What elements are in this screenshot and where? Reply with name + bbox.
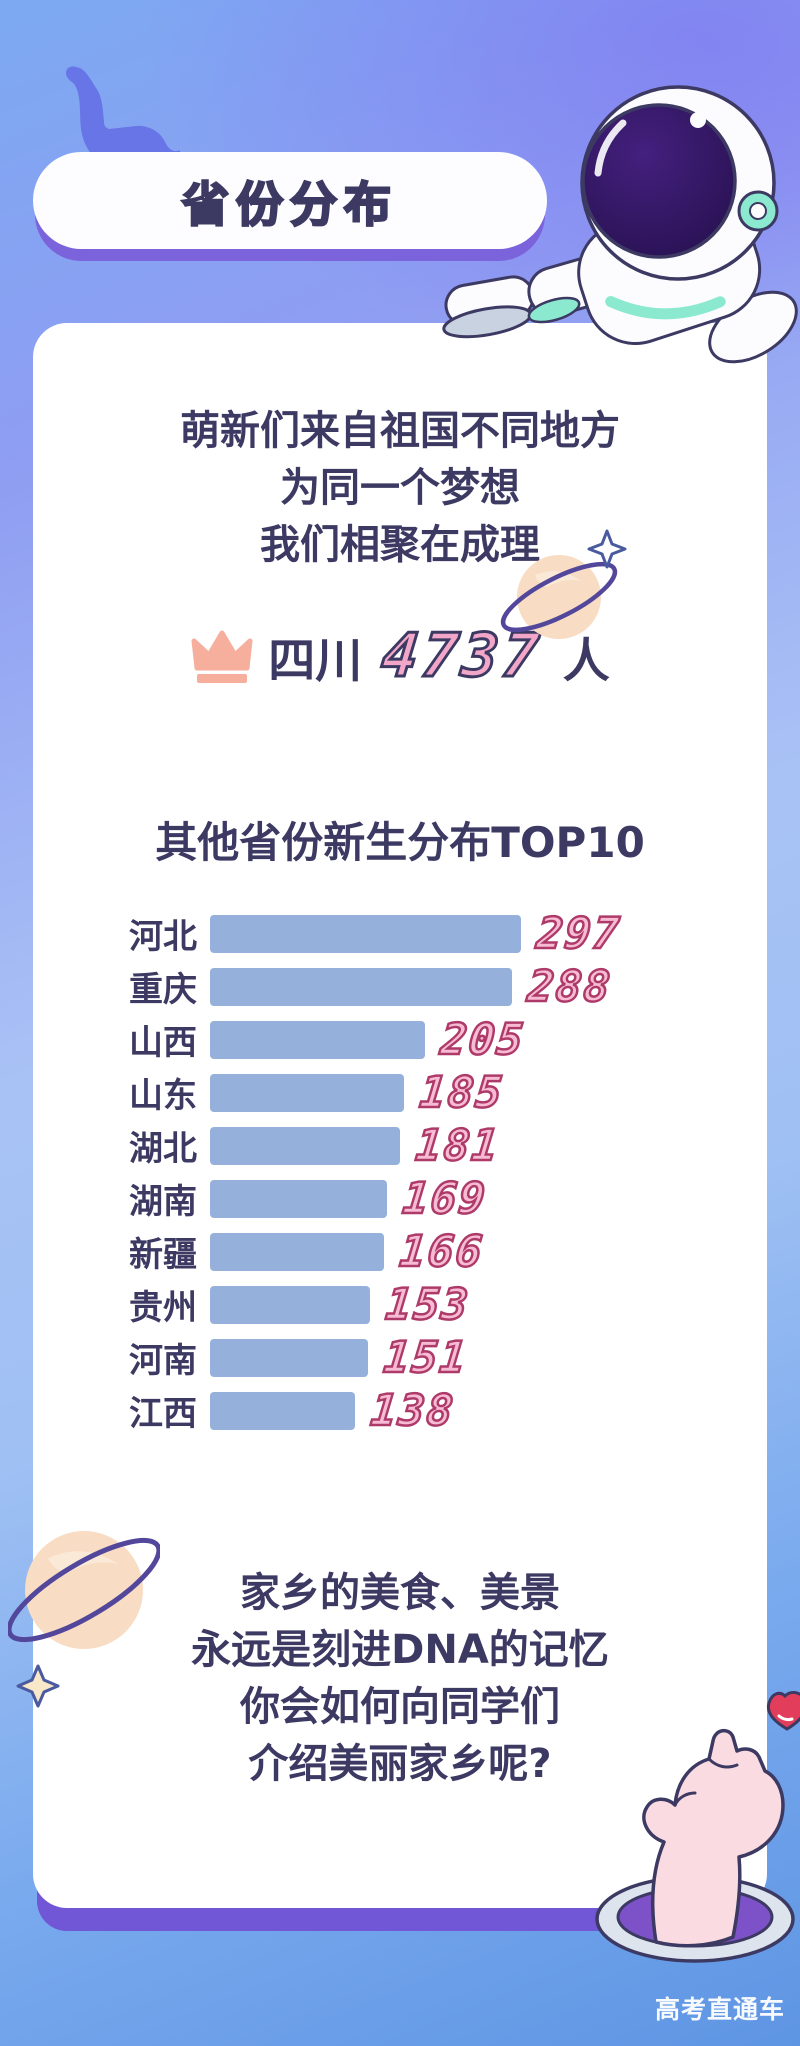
bar [210,1232,384,1271]
bar-value: 153 [382,1278,473,1331]
bar-value: 185 [416,1066,507,1119]
ringed-planet-icon [500,529,627,639]
bar [210,1285,370,1324]
bar-row: 新疆 166 [129,1225,621,1278]
bar-value: 205 [437,1013,528,1066]
bar-row: 山东 185 [129,1066,621,1119]
outro-line-2: 永远是刻进DNA的记忆 [191,1627,609,1673]
bar-row: 湖南 169 [129,1172,621,1225]
bar-row: 重庆 288 [129,960,621,1013]
watermark: 高考直通车 [655,1995,786,2024]
finger-heart-hand-icon [595,1691,800,1963]
bar-label: 湖北 [129,1129,197,1169]
bar-label: 新疆 [129,1235,197,1275]
outro-text: 家乡的美食、美景 永远是刻进DNA的记忆 你会如何向同学们 介绍美丽家乡呢? [33,1565,767,1793]
bar-value: 288 [524,960,615,1013]
bar-label: 江西 [129,1394,197,1434]
bar-label: 河南 [129,1341,197,1381]
bar-row: 湖北 181 [129,1119,621,1172]
bar-value: 166 [396,1225,487,1278]
top-province-row: 四川 4737 人 [33,620,767,693]
top-province-unit: 人 [562,633,610,689]
bar-value: 181 [412,1119,503,1172]
bar-label: 山东 [129,1076,197,1116]
bar [210,1126,400,1165]
bar [210,1179,387,1218]
bar-value: 138 [367,1384,458,1437]
bar [210,967,512,1006]
sparkle-icon [16,1664,60,1708]
content-card: 萌新们来自祖国不同地方 为同一个梦想 我们相聚在成理 四川 4737 人 其他省… [33,323,767,1908]
outro-line-3: 你会如何向同学们 [240,1684,560,1730]
astronaut-icon [442,85,798,364]
bar-value: 297 [533,907,624,960]
bar-label: 湖南 [129,1182,197,1222]
bar-row: 河北 297 [129,907,625,960]
bar [210,1073,404,1112]
crown-icon [191,630,253,683]
bar-label: 重庆 [129,970,197,1010]
intro-line-1: 萌新们来自祖国不同地方 [180,408,620,454]
header-badge: 省份分布 [33,152,547,249]
bar [210,1338,368,1377]
bar-row: 江西 138 [129,1384,621,1437]
bar-chart-rows: 河北 297 重庆 288 山西 205 山东 185 湖北 181 湖南 169 新疆 166 贵州 153… [129,907,625,1437]
chart-title: 其他省份新生分布TOP10 [155,818,645,867]
bar [210,1391,355,1430]
bar-label: 山西 [129,1023,197,1063]
intro-text: 萌新们来自祖国不同地方 为同一个梦想 我们相聚在成理 [33,403,767,574]
bar-row: 贵州 153 [129,1278,621,1331]
bar-label: 河北 [129,917,197,957]
outro-line-4: 介绍美丽家乡呢? [248,1741,552,1787]
bar-row: 河南 151 [129,1331,621,1384]
heart-icon [766,1691,800,1731]
ringed-planet-icon [8,1531,160,1708]
intro-line-3: 我们相聚在成理 [260,522,540,568]
sparkle-icon [587,529,627,569]
bar-label: 贵州 [129,1288,197,1328]
header-badge-label: 省份分布 [181,177,398,235]
bar-value: 169 [399,1172,490,1225]
bar-row: 山西 205 [129,1013,621,1066]
outro-line-1: 家乡的美食、美景 [240,1570,560,1616]
bar-value: 151 [380,1331,471,1384]
bar [210,914,521,953]
bar [210,1020,425,1059]
top-province-name: 四川 [268,633,363,689]
intro-line-2: 为同一个梦想 [280,465,520,511]
